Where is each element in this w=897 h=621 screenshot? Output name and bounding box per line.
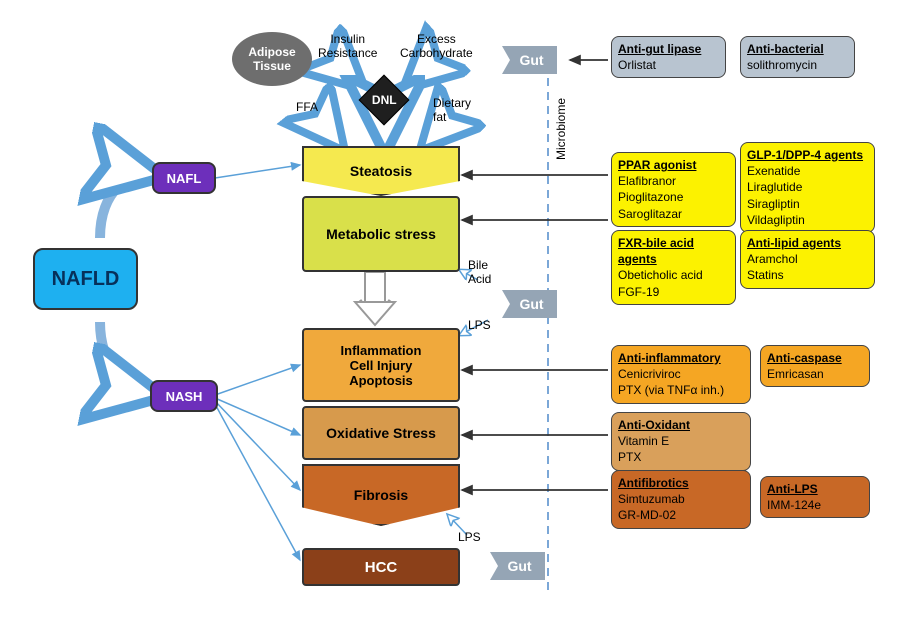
antilps-header: Anti-LPS <box>767 481 863 497</box>
ppar-item-2: Saroglitazar <box>618 206 729 222</box>
glp1-item-3: Vildagliptin <box>747 212 868 228</box>
metabolic-stage: Metabolic stress <box>302 196 460 272</box>
lps-label-1: LPS <box>468 318 491 332</box>
antilipid-item-0: Aramchol <box>747 251 868 267</box>
antiinflam-item-0: Cenicriviroc <box>618 366 744 382</box>
antilps-item-0: IMM-124e <box>767 497 863 513</box>
gut-flag-top: Gut <box>502 46 557 74</box>
antifibrotic-item-0: Simtuzumab <box>618 491 744 507</box>
steatosis-label: Steatosis <box>350 163 412 179</box>
anti-bacterial-header: Anti-bacterial <box>747 41 848 57</box>
antiinflam-box: Anti-inflammatory Cenicriviroc PTX (via … <box>611 345 751 404</box>
anti-gut-lipase-header: Anti-gut lipase <box>618 41 719 57</box>
glp1-item-2: Siragliptin <box>747 196 868 212</box>
anticaspase-item-0: Emricasan <box>767 366 863 382</box>
gut-label-mid: Gut <box>519 296 543 312</box>
fibrosis-stage: Fibrosis <box>302 464 460 526</box>
inflammation-stage: Inflammation Cell Injury Apoptosis <box>302 328 460 402</box>
insulin-label: Insulin Resistance <box>318 32 377 60</box>
gut-label-top: Gut <box>519 52 543 68</box>
inflammation-label: Inflammation Cell Injury Apoptosis <box>341 343 422 388</box>
fxr-item-0: Obeticholic acid <box>618 267 729 283</box>
nafl-label: NAFL <box>167 171 202 186</box>
dnl-label: DNL <box>372 93 397 107</box>
lps-label-2: LPS <box>458 530 481 544</box>
antioxidant-item-0: Vitamin E <box>618 433 744 449</box>
fxr-item-1: FGF-19 <box>618 284 729 300</box>
microbiome-label: Microbiome <box>554 80 568 160</box>
hcc-label: HCC <box>365 559 398 576</box>
glp1-item-1: Liraglutide <box>747 179 868 195</box>
antioxidant-box: Anti-Oxidant Vitamin E PTX <box>611 412 751 471</box>
anti-gut-lipase-box: Anti-gut lipase Orlistat <box>611 36 726 78</box>
antifibrotic-box: Antifibrotics Simtuzumab GR-MD-02 <box>611 470 751 529</box>
fibrosis-label: Fibrosis <box>354 487 408 503</box>
antioxidant-item-1: PTX <box>618 449 744 465</box>
anti-bacterial-box: Anti-bacterial solithromycin <box>740 36 855 78</box>
oxidative-stage: Oxidative Stress <box>302 406 460 460</box>
fxr-box: FXR-bile acid agents Obeticholic acid FG… <box>611 230 736 305</box>
nash-box: NASH <box>150 380 218 412</box>
dietaryfat-label: Dietary fat <box>433 96 471 124</box>
ppar-header: PPAR agonist <box>618 157 729 173</box>
antilipid-box: Anti-lipid agents Aramchol Statins <box>740 230 875 289</box>
anticaspase-box: Anti-caspase Emricasan <box>760 345 870 387</box>
ppar-box: PPAR agonist Elafibranor Pioglitazone Sa… <box>611 152 736 227</box>
glp1-header: GLP-1/DPP-4 agents <box>747 147 868 163</box>
antilipid-item-1: Statins <box>747 267 868 283</box>
hcc-stage: HCC <box>302 548 460 586</box>
adipose-ellipse: Adipose Tissue <box>232 32 312 86</box>
bileacid-label: Bile Acid <box>468 258 491 286</box>
adipose-label: Adipose Tissue <box>248 45 295 73</box>
nafl-box: NAFL <box>152 162 216 194</box>
glp1-item-0: Exenatide <box>747 163 868 179</box>
fxr-header: FXR-bile acid agents <box>618 235 729 267</box>
nafld-box: NAFLD <box>33 248 138 310</box>
nafld-label: NAFLD <box>52 268 120 291</box>
gut-label-bot: Gut <box>507 558 531 574</box>
antilps-box: Anti-LPS IMM-124e <box>760 476 870 518</box>
steatosis-stage: Steatosis <box>302 146 460 196</box>
antiinflam-item-1: PTX (via TNFα inh.) <box>618 382 744 398</box>
anticaspase-header: Anti-caspase <box>767 350 863 366</box>
metabolic-label: Metabolic stress <box>326 226 436 242</box>
gut-flag-mid: Gut <box>502 290 557 318</box>
gut-flag-bot: Gut <box>490 552 545 580</box>
antilipid-header: Anti-lipid agents <box>747 235 868 251</box>
antiinflam-header: Anti-inflammatory <box>618 350 744 366</box>
antioxidant-header: Anti-Oxidant <box>618 417 744 433</box>
antifibrotic-header: Antifibrotics <box>618 475 744 491</box>
ffa-label: FFA <box>296 100 318 114</box>
glp1-box: GLP-1/DPP-4 agents Exenatide Liraglutide… <box>740 142 875 233</box>
antifibrotic-item-1: GR-MD-02 <box>618 507 744 523</box>
ppar-item-0: Elafibranor <box>618 173 729 189</box>
oxidative-label: Oxidative Stress <box>326 425 436 441</box>
anti-gut-lipase-item: Orlistat <box>618 57 719 73</box>
ppar-item-1: Pioglitazone <box>618 189 729 205</box>
nash-label: NASH <box>166 389 203 404</box>
anti-bacterial-item: solithromycin <box>747 57 848 73</box>
connector-layer <box>0 0 897 621</box>
dnl-diamond: DNL <box>359 75 410 126</box>
excess-label: Excess Carbohydrate <box>400 32 473 60</box>
